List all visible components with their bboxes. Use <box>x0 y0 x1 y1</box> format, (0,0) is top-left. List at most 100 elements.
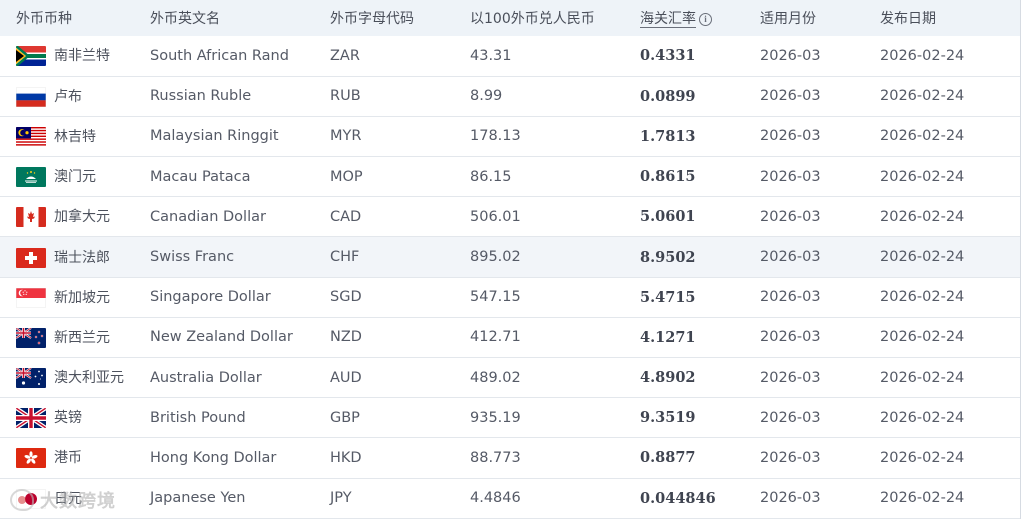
month-cell: 2026-03 <box>760 249 821 266</box>
customs-rate-cell: 0.8615 <box>640 168 696 186</box>
table-row[interactable]: 新加坡元 Singapore Dollar SGD 547.15 5.4715 2026-… <box>0 277 1020 318</box>
month-cell: 2026-03 <box>760 289 821 306</box>
currency-cn-name: 澳门元 <box>54 169 96 186</box>
header-customs-rate[interactable]: 海关汇率 i <box>640 0 760 36</box>
per100-cell: 86.15 <box>470 168 512 185</box>
table-row[interactable]: 日元 Japanese Yen JPY 4.4846 0.044846 2026-03 20… <box>0 478 1020 519</box>
customs-rate-cell: 1.7813 <box>640 127 696 145</box>
publish-date-cell: 2026-02-24 <box>880 289 965 306</box>
english-name-cell: Malaysian Ringgit <box>150 128 279 145</box>
code-cell: MYR <box>330 128 362 145</box>
table-row[interactable]: 卢布 Russian Ruble RUB 8.99 0.0899 2026-03 2026-… <box>0 76 1020 117</box>
customs-rate-cell: 5.0601 <box>640 208 696 226</box>
month-cell: 2026-03 <box>760 208 821 225</box>
code-cell: NZD <box>330 329 362 346</box>
header-english-name: 外币英文名 <box>150 11 220 27</box>
per100-cell: 178.13 <box>470 128 521 145</box>
publish-date-cell: 2026-02-24 <box>880 168 965 185</box>
table-row[interactable]: 港币 Hong Kong Dollar HKD 88.773 0.8877 2026-03… <box>0 438 1020 479</box>
currency-cn-name: 卢布 <box>54 88 82 105</box>
table-row[interactable]: 新西兰元 New Zealand Dollar NZD 412.71 4.1271 202… <box>0 317 1020 358</box>
month-cell: 2026-03 <box>760 128 821 145</box>
customs-rate-cell: 0.4331 <box>640 47 696 65</box>
hong-kong-flag-icon <box>16 448 46 469</box>
table-row[interactable]: 南非兰特 South African Rand ZAR 43.31 0.4331 2026… <box>0 36 1020 77</box>
month-cell: 2026-03 <box>760 47 821 64</box>
publish-date-cell: 2026-02-24 <box>880 449 965 466</box>
australia-flag-icon <box>16 368 46 389</box>
per100-cell: 506.01 <box>470 208 521 225</box>
currency-cell: 港币 <box>0 438 150 478</box>
currency-cell: 澳大利亚元 <box>0 358 150 398</box>
month-cell: 2026-03 <box>760 409 821 426</box>
publish-date-cell: 2026-02-24 <box>880 369 965 386</box>
info-icon[interactable]: i <box>699 13 712 26</box>
month-cell: 2026-03 <box>760 329 821 346</box>
per100-cell: 88.773 <box>470 449 521 466</box>
code-cell: HKD <box>330 449 362 466</box>
code-cell: ZAR <box>330 47 360 64</box>
table-row[interactable]: 英镑 British Pound GBP 935.19 9.3519 2026-03 202… <box>0 398 1020 438</box>
currency-cell: 南非兰特 <box>0 36 150 76</box>
month-cell: 2026-03 <box>760 490 821 507</box>
per100-cell: 4.4846 <box>470 490 521 507</box>
header-currency: 外币币种 <box>16 11 72 27</box>
table-row[interactable]: 林吉特 Malaysian Ringgit MYR 178.13 1.7813 2026-… <box>0 116 1020 157</box>
customs-rate-label[interactable]: 海关汇率 <box>640 11 696 28</box>
currency-cn-name: 加拿大元 <box>54 209 110 226</box>
currency-cn-name: 澳大利亚元 <box>54 370 124 387</box>
currency-cell: 澳门元 <box>0 157 150 197</box>
russia-flag-icon <box>16 86 46 107</box>
code-cell: SGD <box>330 289 362 306</box>
table-row[interactable]: 加拿大元 Canadian Dollar CAD 506.01 5.0601 2026-0… <box>0 197 1020 237</box>
publish-date-cell: 2026-02-24 <box>880 208 965 225</box>
customs-rate-cell: 8.9502 <box>640 248 696 266</box>
currency-cell: 瑞士法郎 <box>0 237 150 277</box>
customs-rate-cell: 0.0899 <box>640 87 696 105</box>
per100-cell: 412.71 <box>470 329 521 346</box>
japan-flag-icon <box>16 488 46 509</box>
currency-cn-name: 新加坡元 <box>54 289 110 306</box>
english-name-cell: British Pound <box>150 409 246 426</box>
publish-date-cell: 2026-02-24 <box>880 249 965 266</box>
english-name-cell: Hong Kong Dollar <box>150 449 277 466</box>
english-name-cell: Swiss Franc <box>150 249 235 266</box>
code-cell: CAD <box>330 208 362 225</box>
macau-flag-icon <box>16 167 46 188</box>
english-name-cell: Canadian Dollar <box>150 208 266 225</box>
table-row[interactable]: 澳门元 Macau Pataca MOP 86.15 0.8615 2026-03 2026… <box>0 157 1020 197</box>
english-name-cell: Macau Pataca <box>150 168 251 185</box>
currency-cell: 新加坡元 <box>0 277 150 317</box>
publish-date-cell: 2026-02-24 <box>880 329 965 346</box>
currency-cn-name: 南非兰特 <box>54 48 110 65</box>
code-cell: RUB <box>330 88 361 105</box>
code-cell: JPY <box>330 490 352 507</box>
publish-date-cell: 2026-02-24 <box>880 128 965 145</box>
currency-cn-name: 瑞士法郎 <box>54 249 110 266</box>
customs-rate-cell: 4.8902 <box>640 369 696 387</box>
table-row[interactable]: 澳大利亚元 Australia Dollar AUD 489.02 4.8902 2026… <box>0 358 1020 398</box>
header-publish-date: 发布日期 <box>880 11 936 27</box>
header-per100: 以100外币兑人民币 <box>470 11 595 27</box>
english-name-cell: Australia Dollar <box>150 369 262 386</box>
month-cell: 2026-03 <box>760 369 821 386</box>
malaysia-flag-icon <box>16 126 46 147</box>
per100-cell: 43.31 <box>470 47 512 64</box>
currency-cell: 新西兰元 <box>0 317 150 357</box>
customs-rate-cell: 0.8877 <box>640 449 696 467</box>
english-name-cell: New Zealand Dollar <box>150 329 293 346</box>
customs-rate-cell: 4.1271 <box>640 328 696 346</box>
publish-date-cell: 2026-02-24 <box>880 47 965 64</box>
table-row[interactable]: 瑞士法郎 Swiss Franc CHF 895.02 8.9502 2026-03 202… <box>0 236 1020 278</box>
canada-flag-icon <box>16 207 46 228</box>
currency-cn-name: 日元 <box>54 490 82 507</box>
month-cell: 2026-03 <box>760 88 821 105</box>
per100-cell: 935.19 <box>470 409 521 426</box>
currency-cell: 英镑 <box>0 398 150 438</box>
customs-rate-cell: 0.044846 <box>640 489 716 507</box>
publish-date-cell: 2026-02-24 <box>880 490 965 507</box>
code-cell: MOP <box>330 168 363 185</box>
english-name-cell: Russian Ruble <box>150 88 252 105</box>
